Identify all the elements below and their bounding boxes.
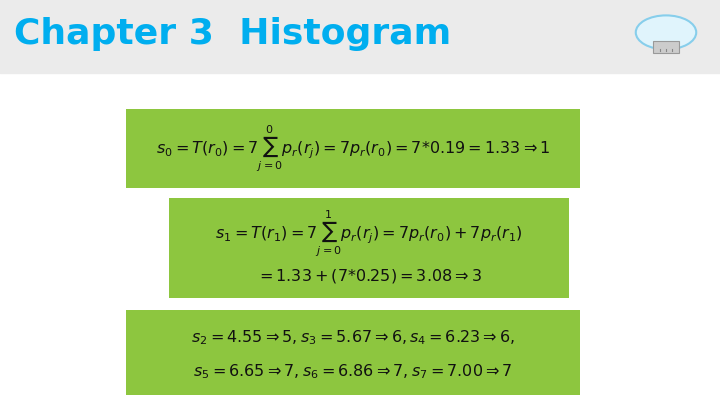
FancyBboxPatch shape bbox=[653, 40, 679, 53]
Text: $s_2 = 4.55 \Rightarrow 5, s_3 = 5.67 \Rightarrow 6, s_4 = 6.23 \Rightarrow 6,$: $s_2 = 4.55 \Rightarrow 5, s_3 = 5.67 \R… bbox=[191, 328, 515, 347]
Text: Chapter 3  Histogram: Chapter 3 Histogram bbox=[14, 17, 451, 51]
Text: $s_0 = T(r_0) = 7\sum_{j=0}^{0} p_r(r_j) = 7p_r(r_0) = 7{*}0.19 = 1.33 \Rightarr: $s_0 = T(r_0) = 7\sum_{j=0}^{0} p_r(r_j)… bbox=[156, 124, 550, 174]
FancyBboxPatch shape bbox=[126, 310, 580, 395]
FancyBboxPatch shape bbox=[169, 198, 569, 298]
Text: $s_1 = T(r_1) = 7\sum_{j=0}^{1} p_r(r_j) = 7p_r(r_0) + 7p_r(r_1)$: $s_1 = T(r_1) = 7\sum_{j=0}^{1} p_r(r_j)… bbox=[215, 208, 523, 258]
Circle shape bbox=[636, 15, 696, 49]
Text: $= 1.33 + (7{*}0.25) = 3.08 \Rightarrow 3$: $= 1.33 + (7{*}0.25) = 3.08 \Rightarrow … bbox=[256, 267, 482, 285]
FancyBboxPatch shape bbox=[126, 109, 580, 188]
Text: $s_5 = 6.65 \Rightarrow 7, s_6 = 6.86 \Rightarrow 7, s_7 = 7.00 \Rightarrow 7$: $s_5 = 6.65 \Rightarrow 7, s_6 = 6.86 \R… bbox=[193, 362, 513, 381]
